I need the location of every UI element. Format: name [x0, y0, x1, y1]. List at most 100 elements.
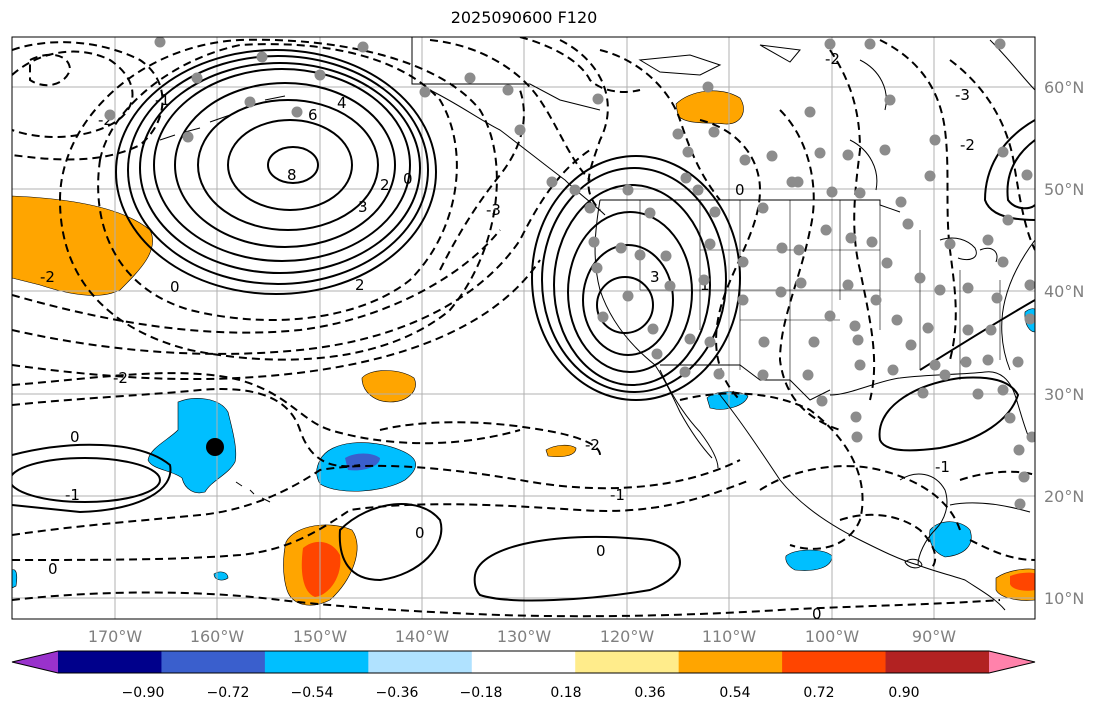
- station-dot: [502, 84, 514, 96]
- station-dot: [622, 290, 634, 302]
- contour-high-4: [153, 68, 411, 262]
- station-dot: [592, 93, 604, 105]
- station-dot: [709, 206, 721, 218]
- station-dot: [795, 277, 807, 289]
- station-dot: [692, 184, 704, 196]
- station-dot: [660, 250, 672, 262]
- contour-west-0a: [541, 167, 727, 393]
- lat-label: 50°N: [1044, 180, 1084, 199]
- contour-high-3: [139, 62, 421, 274]
- station-dot: [679, 366, 691, 378]
- lat-label: 10°N: [1044, 589, 1084, 608]
- colorbar-segment: [471, 651, 576, 673]
- station-dot: [256, 51, 268, 63]
- contour-west-0b: [531, 155, 741, 401]
- station-dot: [597, 311, 609, 323]
- contour-label: -1: [610, 486, 625, 504]
- station-dot: [924, 170, 936, 182]
- dashed-east-5: [949, 59, 1035, 251]
- contour-label: 0: [596, 542, 606, 560]
- station-dots: [104, 37, 1035, 510]
- colorbar-outline: [11, 650, 1036, 674]
- station-dot: [997, 256, 1009, 268]
- station-dot: [1024, 313, 1035, 325]
- dashed-mid-trough: [439, 89, 525, 271]
- colorbar-segment: [58, 651, 162, 673]
- station-dot: [962, 282, 974, 294]
- baja-california: [659, 369, 719, 469]
- station-dot: [1026, 431, 1035, 443]
- station-dot: [824, 38, 836, 50]
- station-dot: [793, 244, 805, 256]
- lon-label: 160°W: [190, 627, 245, 646]
- contour-label: 0: [812, 605, 822, 623]
- station-dot: [588, 236, 600, 248]
- station-dot: [104, 109, 116, 121]
- black-dot-marker: [206, 438, 224, 456]
- station-dot: [704, 336, 716, 348]
- contour-zero-gulf: [878, 376, 1020, 452]
- longitude-labels: 170°W 160°W 150°W 140°W 130°W 120°W 110°…: [88, 627, 956, 646]
- contour-label: 0: [415, 524, 425, 542]
- colorbar-tick-label: −0.54: [291, 685, 334, 701]
- station-dot: [816, 395, 828, 407]
- station-dot: [182, 131, 194, 143]
- station-dot: [775, 286, 787, 298]
- contour-label: 0: [735, 181, 745, 199]
- blue-area-pacific-east: [785, 549, 833, 571]
- dashed-east-1: [699, 119, 762, 401]
- contour-label: 0: [403, 170, 413, 188]
- station-dot: [615, 242, 627, 254]
- latitude-labels: 60°N 50°N 40°N 30°N 20°N 10°N: [1044, 78, 1084, 608]
- contour-label: -2: [585, 436, 600, 454]
- gulf-coast: [829, 371, 1031, 441]
- station-dot: [191, 72, 203, 84]
- dashed-band-e: [12, 388, 361, 468]
- colorbar-tick-label: −0.90: [122, 685, 165, 701]
- station-dot: [905, 339, 917, 351]
- station-dot: [591, 262, 603, 274]
- contour-zero-south-east: [473, 535, 681, 602]
- station-dot: [929, 359, 941, 371]
- station-dot: [850, 411, 862, 423]
- canada-islands: [638, 44, 801, 76]
- station-dot: [802, 369, 814, 381]
- dashed-east-trough-2: [559, 39, 609, 211]
- station-dot: [1024, 279, 1035, 291]
- colorbar-segment: [368, 651, 473, 673]
- map-frame: [11, 36, 1036, 620]
- station-dot: [739, 154, 751, 166]
- blue-area-baja: [706, 391, 749, 410]
- station-dot: [672, 128, 684, 140]
- station-dot: [939, 369, 951, 381]
- yucatan: [899, 473, 948, 566]
- station-dot: [569, 184, 581, 196]
- contour-label: -3: [955, 86, 970, 104]
- station-dot: [1021, 169, 1033, 181]
- dashed-south-1: [12, 459, 741, 536]
- station-dot: [854, 187, 866, 199]
- central-america: [917, 564, 1006, 611]
- dashed-east-3: [829, 49, 876, 401]
- contour-label: -2: [113, 369, 128, 387]
- dashed-alaska-top: [519, 37, 641, 93]
- station-dot: [792, 176, 804, 188]
- lon-label: 100°W: [805, 627, 860, 646]
- station-dot: [887, 364, 899, 376]
- station-dot: [698, 274, 710, 286]
- station-dot: [994, 38, 1006, 50]
- station-dot: [870, 294, 882, 306]
- contour-label: 3: [650, 268, 660, 286]
- contour-high-5: [174, 82, 396, 248]
- lon-label: 130°W: [497, 627, 552, 646]
- station-dot: [879, 144, 891, 156]
- map-plot-area: 8 6 4 2 3 0 -2 -1 -3 2 3 0 -2 1 -1 -2 0 …: [12, 37, 1035, 623]
- colorbar-segment: [575, 651, 680, 673]
- station-dot: [776, 242, 788, 254]
- station-dot: [682, 146, 694, 158]
- contour-high-7: [227, 119, 353, 211]
- lat-label: 30°N: [1044, 385, 1084, 404]
- contour-label: 0: [70, 428, 80, 446]
- contour-high-1: [115, 49, 437, 295]
- colorbar-segment: [782, 651, 887, 673]
